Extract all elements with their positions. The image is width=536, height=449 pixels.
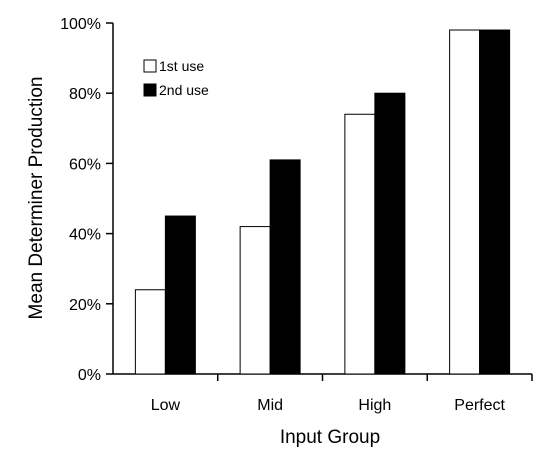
y-tick-label: 20% [69,297,101,314]
bar-first-use-high [344,113,376,375]
legend: 1st use 2nd use [143,58,209,98]
bar-second-use-high [374,92,406,375]
bar-first-use-low [134,289,166,375]
legend-swatch-first-use [143,59,157,73]
bar-second-use-mid [269,159,301,375]
legend-label-first-use: 1st use [159,58,204,74]
bar-second-use-low [164,215,196,375]
y-axis: 0% 20% 40% 60% 80% 100% [60,16,114,384]
x-axis-title: Input Group [280,427,380,448]
legend-label-second-use: 2nd use [159,82,209,98]
x-tick-label: Mid [257,397,283,414]
x-tick-label: Low [151,397,181,414]
x-tick-label: High [358,397,391,414]
y-tick-label: 100% [60,16,101,33]
x-tick-label: Perfect [454,397,505,414]
y-tick-label: 0% [78,367,101,384]
bar-first-use-perfect [449,29,481,375]
x-axis: Low Mid High Perfect [113,373,533,414]
y-tick-label: 40% [69,227,101,244]
y-tick-label: 60% [69,156,101,173]
bar-first-use-mid [239,226,271,375]
legend-swatch-second-use [143,83,157,97]
y-tick-label: 80% [69,86,101,103]
bars [134,29,511,375]
y-axis-title: Mean Determiner Production [26,77,47,320]
bar-second-use-perfect [479,29,511,375]
